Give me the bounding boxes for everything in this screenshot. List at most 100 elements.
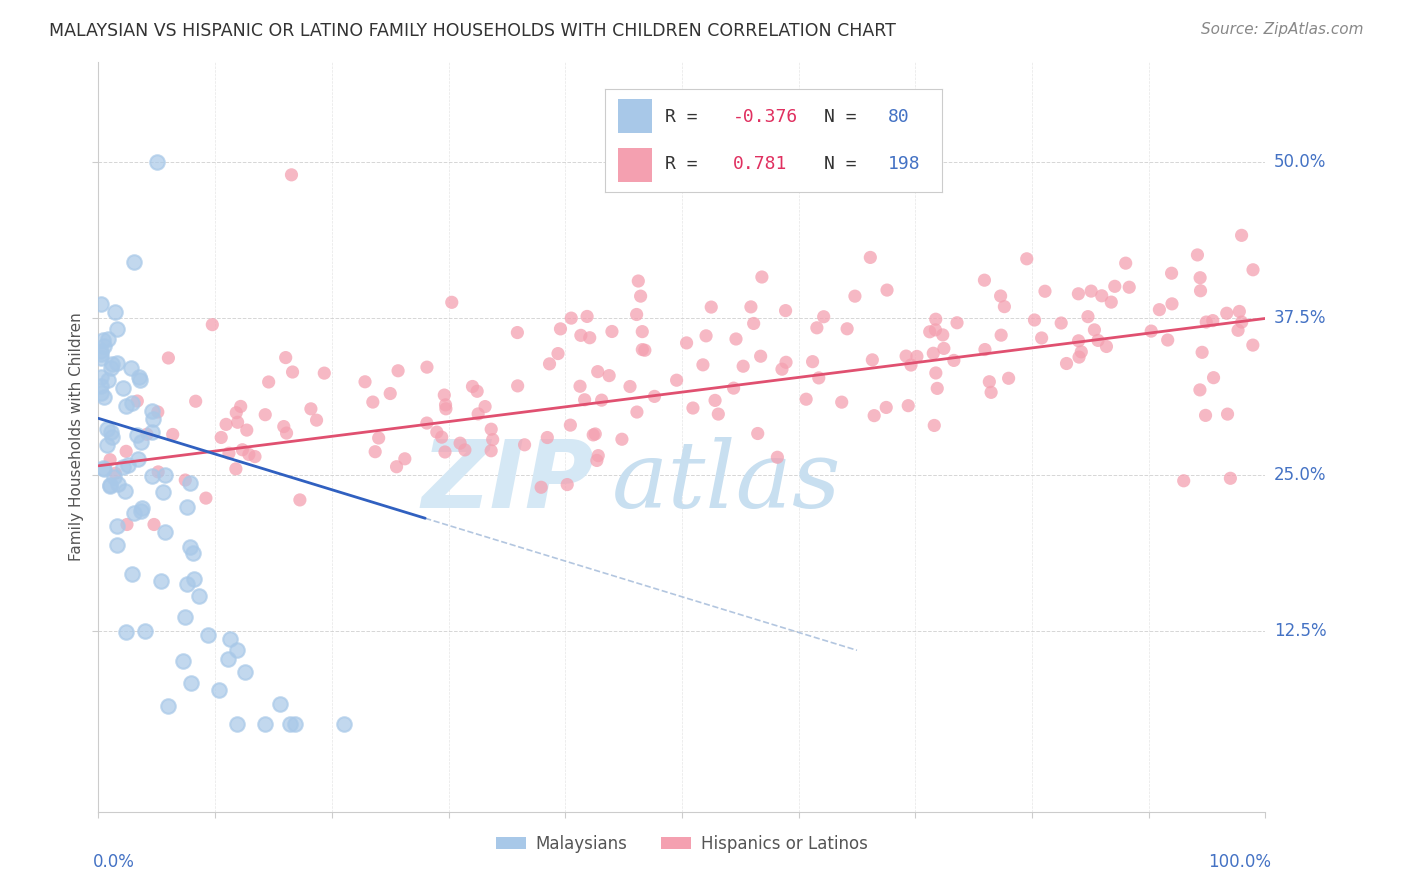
Point (1115, 256, 1137, 270)
Point (695, 329, 717, 343)
Point (979, 375, 1001, 389)
Point (766, 450, 789, 465)
Point (141, 468, 163, 483)
Point (1191, 345, 1213, 359)
Point (129, 373, 152, 387)
Point (121, 396, 143, 410)
Point (576, 310, 599, 324)
FancyBboxPatch shape (619, 148, 652, 181)
Point (747, 426, 769, 441)
Point (1195, 315, 1218, 329)
Point (742, 317, 765, 331)
Point (107, 356, 129, 370)
Text: ZIP: ZIP (422, 436, 595, 528)
Point (176, 577, 198, 591)
Point (143, 517, 166, 532)
Text: R =: R = (665, 108, 709, 126)
Point (332, 717, 354, 731)
Point (643, 389, 665, 403)
Point (560, 311, 582, 326)
Point (586, 449, 609, 463)
Point (749, 349, 772, 363)
Point (121, 566, 143, 581)
Point (90, 351, 112, 365)
Point (93, 390, 115, 404)
Point (925, 312, 948, 326)
Point (740, 300, 762, 314)
Point (1157, 333, 1180, 347)
Point (449, 436, 471, 450)
Point (794, 392, 817, 407)
Point (180, 675, 202, 690)
Point (314, 366, 336, 380)
Point (1189, 270, 1212, 285)
Point (100, 361, 122, 376)
Point (288, 492, 311, 507)
Point (254, 408, 277, 422)
Point (974, 343, 997, 357)
Point (610, 432, 633, 446)
Point (273, 419, 295, 434)
Point (105, 322, 128, 336)
Point (806, 320, 828, 334)
Point (506, 326, 529, 340)
Point (1230, 315, 1253, 329)
Point (1216, 306, 1239, 320)
Text: R =: R = (665, 155, 720, 173)
Point (387, 364, 409, 378)
Point (479, 443, 502, 458)
Point (922, 418, 945, 433)
Point (724, 332, 747, 346)
Point (946, 316, 969, 330)
Point (900, 358, 922, 372)
Point (235, 665, 257, 679)
Point (416, 416, 439, 430)
Point (394, 451, 416, 466)
Point (894, 349, 917, 363)
Point (134, 624, 156, 638)
Point (1118, 280, 1140, 294)
Point (993, 300, 1015, 314)
Point (101, 358, 124, 372)
Point (225, 406, 247, 420)
Point (172, 654, 194, 668)
Text: 0.0%: 0.0% (93, 853, 135, 871)
Point (430, 430, 453, 444)
Point (924, 323, 946, 337)
Point (141, 425, 163, 440)
Point (990, 328, 1012, 343)
Point (280, 168, 302, 182)
Point (1161, 297, 1184, 311)
Point (115, 399, 138, 413)
Point (197, 628, 219, 642)
Point (634, 343, 657, 358)
Point (1202, 370, 1225, 384)
Text: N =: N = (824, 108, 868, 126)
Point (131, 500, 153, 515)
Point (98, 452, 121, 467)
Point (569, 328, 592, 343)
Point (1056, 357, 1078, 371)
Text: 198: 198 (889, 155, 921, 173)
Y-axis label: Family Households with Children: Family Households with Children (69, 313, 84, 561)
Point (226, 415, 249, 429)
Point (209, 430, 232, 444)
Point (385, 459, 408, 474)
Point (115, 517, 138, 532)
Point (538, 357, 561, 371)
Point (859, 251, 882, 265)
Point (898, 155, 921, 169)
Point (253, 717, 276, 731)
Point (217, 651, 239, 665)
Point (775, 303, 797, 318)
Point (243, 450, 266, 464)
Point (1194, 409, 1216, 423)
Text: 12.5%: 12.5% (1274, 622, 1326, 640)
Point (115, 444, 138, 458)
Point (1091, 289, 1114, 303)
Point (465, 384, 488, 399)
Point (141, 404, 163, 418)
Point (238, 447, 260, 461)
Point (380, 386, 402, 401)
Point (626, 308, 648, 322)
